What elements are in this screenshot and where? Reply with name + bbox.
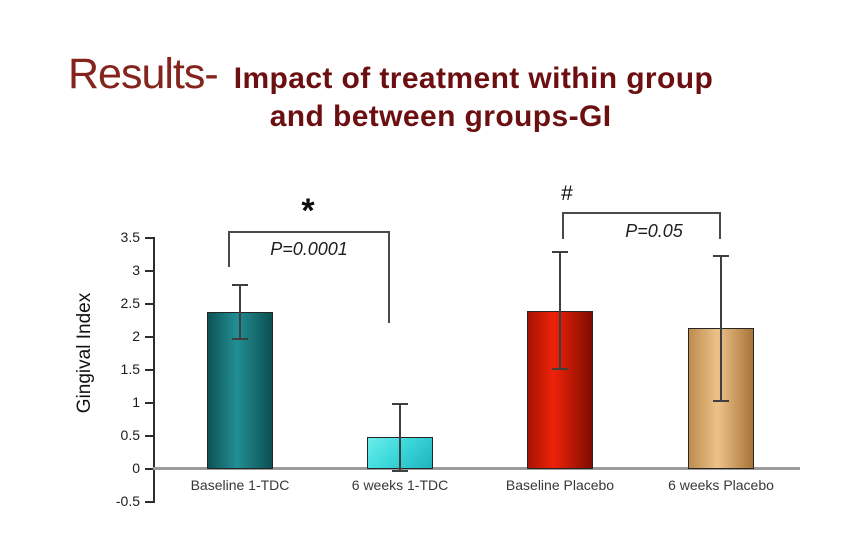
error-bar-line bbox=[720, 254, 722, 402]
error-bar-cap-top bbox=[552, 251, 568, 254]
x-axis-label: 6 weeks 1-TDC bbox=[351, 477, 449, 493]
y-axis-title: Gingival Index bbox=[74, 292, 95, 414]
y-tick-label: 0 bbox=[132, 460, 140, 476]
chart-title-line2: and between groups-GI bbox=[269, 100, 612, 133]
error-bar-line bbox=[239, 284, 241, 341]
x-axis-label: Baseline Placebo bbox=[505, 477, 615, 493]
p-value-tdc: P=0.0001 bbox=[270, 239, 348, 259]
error-bar-cap-top bbox=[713, 254, 729, 257]
y-tick-label: -0.5 bbox=[115, 493, 140, 509]
y-axis-tick bbox=[145, 303, 153, 305]
y-axis-tick bbox=[145, 270, 153, 272]
error-bar-cap-top bbox=[392, 403, 408, 405]
y-axis-tick bbox=[145, 336, 153, 338]
significance-bracket-placebo-left-leg bbox=[562, 212, 564, 239]
bar-baseline-placebo bbox=[527, 310, 593, 469]
significance-bracket-tdc-top bbox=[228, 231, 390, 233]
y-axis-line bbox=[153, 237, 155, 503]
error-bar-line bbox=[399, 403, 401, 472]
chart-title-line1: Impact of treatment within group bbox=[233, 62, 714, 95]
y-axis-tick bbox=[145, 435, 153, 437]
y-axis-tick bbox=[145, 402, 153, 404]
error-bar-line bbox=[559, 251, 561, 370]
y-tick-label: 2 bbox=[132, 328, 140, 344]
y-axis-tick bbox=[145, 501, 153, 503]
slide-title: Results- Impact of treatment within grou… bbox=[68, 50, 713, 136]
x-axis-line bbox=[153, 467, 800, 470]
y-tick-label: 0.5 bbox=[120, 427, 140, 443]
significance-bracket-placebo-top bbox=[562, 212, 721, 214]
significance-bracket-tdc-right-leg bbox=[388, 231, 390, 323]
p-value-placebo: P=0.05 bbox=[625, 221, 683, 241]
y-tick-label: 2.5 bbox=[120, 295, 140, 311]
x-axis-label: 6 weeks Placebo bbox=[668, 477, 774, 493]
y-axis-tick bbox=[145, 237, 153, 239]
y-axis-tick bbox=[145, 468, 153, 470]
error-bar-cap-top bbox=[232, 284, 248, 287]
error-bar-cap-bottom bbox=[713, 399, 729, 402]
error-bar-cap-bottom bbox=[552, 368, 568, 370]
significance-bracket-tdc-left-leg bbox=[228, 231, 230, 267]
asterisk-significance-symbol: * bbox=[301, 192, 315, 230]
hash-significance-symbol: # bbox=[561, 182, 573, 205]
y-axis-tick bbox=[145, 369, 153, 371]
y-tick-label: 3.5 bbox=[120, 229, 140, 245]
y-tick-label: 3 bbox=[132, 262, 140, 278]
x-axis-label: Baseline 1-TDC bbox=[190, 477, 290, 493]
y-tick-label: 1 bbox=[132, 394, 140, 410]
results-label: Results- bbox=[68, 50, 219, 98]
error-bar-cap-bottom bbox=[232, 338, 248, 341]
chart-title: Impact of treatment within group and bet… bbox=[234, 60, 713, 136]
significance-bracket-placebo-right-leg bbox=[719, 212, 721, 239]
y-tick-label: 1.5 bbox=[120, 361, 140, 377]
error-bar-cap-bottom bbox=[392, 469, 408, 472]
